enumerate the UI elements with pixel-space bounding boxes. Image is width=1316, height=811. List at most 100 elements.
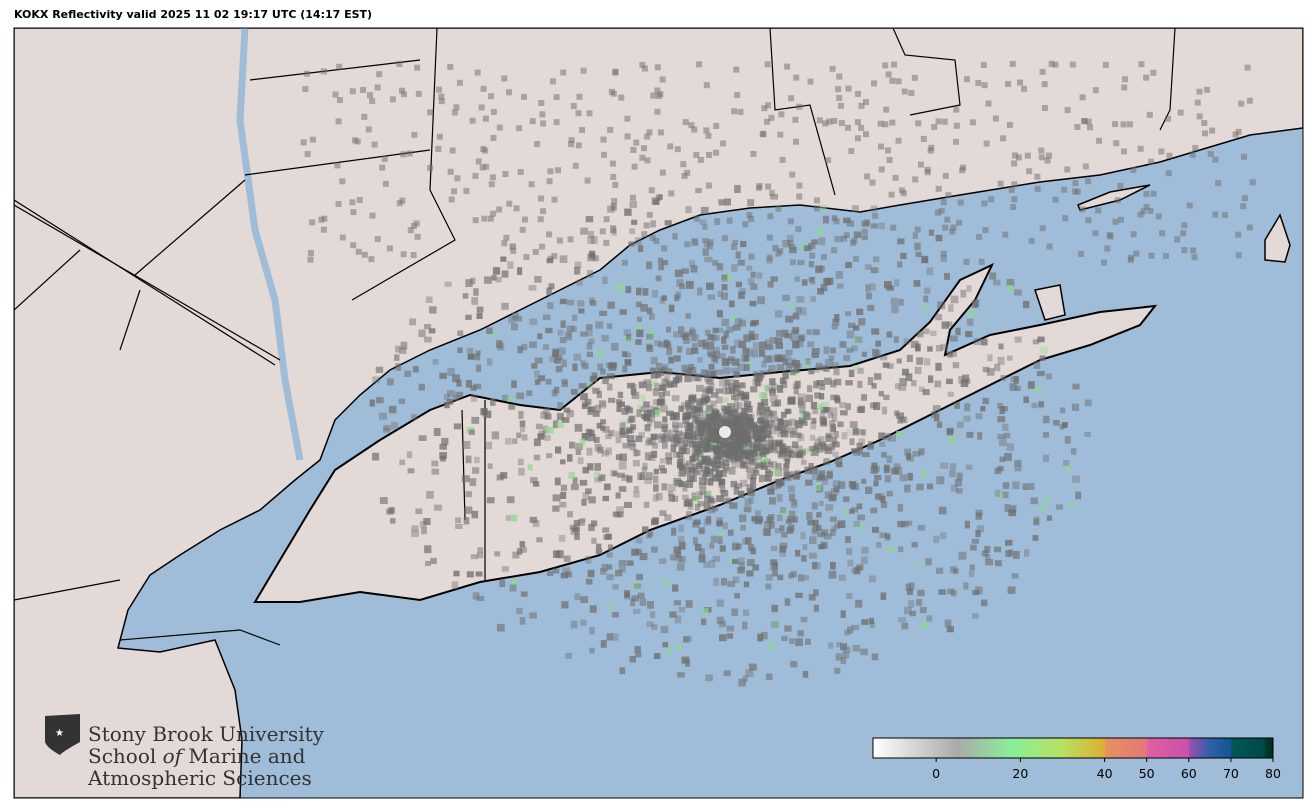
- radar-echo-pixel: [774, 310, 783, 318]
- radar-echo-pixel: [760, 443, 767, 449]
- radar-echo-pixel: [629, 655, 637, 663]
- radar-echo-pixel: [309, 136, 316, 143]
- radar-echo-pixel: [651, 624, 658, 630]
- radar-echo-pixel: [746, 212, 753, 219]
- radar-echo-pixel: [463, 517, 470, 525]
- radar-echo-pixel: [779, 545, 787, 553]
- radar-echo-pixel: [1122, 76, 1129, 83]
- sbu-logo: ★ Stony Brook University School of Marin…: [45, 714, 325, 790]
- radar-echo-pixel: [636, 329, 644, 338]
- radar-echo-pixel: [797, 393, 806, 401]
- radar-echo-pixel: [606, 574, 614, 581]
- radar-echo-pixel: [819, 204, 827, 211]
- radar-echo-pixel: [846, 220, 855, 227]
- radar-echo-pixel: [733, 385, 741, 392]
- radar-echo-pixel: [727, 355, 735, 361]
- radar-echo-pixel: [941, 118, 948, 125]
- radar-echo-pixel: [928, 375, 934, 383]
- radar-echo-pixel: [691, 492, 697, 501]
- radar-echo-pixel: [756, 410, 764, 417]
- radar-echo-pixel: [752, 431, 758, 439]
- radar-echo-pixel: [701, 394, 709, 403]
- radar-echo-pixel: [685, 313, 691, 319]
- radar-echo-pixel: [425, 560, 431, 567]
- radar-echo-pixel: [975, 529, 981, 538]
- radar-echo-pixel: [694, 543, 702, 551]
- radar-echo-pixel: [544, 434, 551, 441]
- radar-echo-pixel: [654, 382, 661, 391]
- radar-echo-pixel: [838, 481, 846, 489]
- radar-echo-pixel: [501, 240, 508, 247]
- radar-echo-pixel: [1081, 117, 1088, 124]
- radar-echo-pixel: [767, 445, 774, 452]
- radar-echo-pixel: [381, 155, 388, 162]
- radar-echo-pixel: [547, 302, 554, 309]
- radar-echo-pixel: [704, 374, 712, 382]
- radar-echo-pixel: [767, 213, 774, 220]
- radar-echo-pixel: [945, 192, 952, 199]
- radar-echo-pixel: [723, 330, 729, 339]
- radar-echo-pixel: [411, 525, 419, 532]
- radar-echo-pixel: [997, 433, 1006, 439]
- radar-echo-pixel: [501, 394, 509, 401]
- radar-echo-pixel: [599, 568, 607, 575]
- radar-echo-pixel: [334, 162, 341, 169]
- radar-echo-pixel: [699, 487, 707, 496]
- radar-echo-pixel: [612, 612, 619, 618]
- radar-echo-pixel: [1034, 386, 1042, 393]
- radar-echo-pixel: [713, 122, 720, 129]
- radar-echo-pixel: [534, 141, 541, 148]
- radar-echo-pixel: [561, 378, 568, 385]
- radar-echo-pixel: [793, 74, 800, 81]
- radar-echo-pixel: [823, 346, 830, 355]
- radar-echo-pixel: [1009, 505, 1017, 513]
- radar-echo-pixel: [744, 430, 753, 438]
- radar-echo-pixel: [781, 430, 789, 438]
- radar-echo-pixel: [770, 193, 779, 200]
- radar-echo-pixel: [923, 295, 929, 303]
- radar-echo-pixel: [872, 526, 879, 533]
- radar-echo-pixel: [700, 433, 707, 442]
- radar-echo-pixel: [529, 516, 538, 523]
- radar-echo-pixel: [433, 504, 442, 511]
- radar-echo-pixel: [611, 198, 618, 205]
- radar-echo-pixel: [661, 378, 669, 386]
- radar-echo-pixel: [725, 386, 732, 395]
- radar-echo-pixel: [657, 368, 665, 377]
- radar-echo-pixel: [644, 157, 651, 164]
- radar-echo-pixel: [737, 566, 745, 574]
- radar-echo-pixel: [532, 520, 540, 527]
- radar-echo-pixel: [703, 241, 710, 248]
- radar-echo-pixel: [740, 241, 747, 248]
- radar-echo-pixel: [732, 576, 740, 584]
- radar-echo-pixel: [636, 409, 642, 418]
- radar-echo-pixel: [753, 469, 760, 476]
- radar-echo-pixel: [651, 434, 658, 440]
- radar-echo-pixel: [652, 517, 659, 525]
- radar-echo-pixel: [635, 301, 642, 308]
- radar-echo-pixel: [479, 164, 486, 171]
- radar-echo-pixel: [737, 363, 746, 371]
- radar-echo-pixel: [736, 543, 742, 550]
- radar-echo-pixel: [535, 423, 543, 430]
- radar-echo-pixel: [981, 82, 988, 89]
- radar-echo-pixel: [655, 275, 662, 282]
- radar-echo-pixel: [935, 344, 943, 352]
- radar-echo-pixel: [901, 88, 908, 95]
- radar-echo-pixel: [771, 383, 778, 391]
- radar-echo-pixel: [827, 412, 834, 419]
- radar-echo-pixel: [914, 242, 921, 251]
- radar-echo-pixel: [1063, 459, 1070, 466]
- radar-echo-pixel: [861, 228, 868, 235]
- radar-echo-pixel: [309, 219, 316, 226]
- radar-echo-pixel: [697, 357, 703, 363]
- radar-echo-pixel: [747, 558, 755, 567]
- radar-echo-pixel: [702, 607, 709, 615]
- radar-echo-pixel: [881, 451, 887, 458]
- radar-echo-pixel: [658, 464, 665, 471]
- radar-echo-pixel: [848, 148, 855, 155]
- radar-echo-pixel: [726, 217, 733, 224]
- radar-echo-pixel: [661, 245, 668, 252]
- radar-echo-pixel: [769, 189, 775, 196]
- radar-echo-pixel: [832, 480, 841, 488]
